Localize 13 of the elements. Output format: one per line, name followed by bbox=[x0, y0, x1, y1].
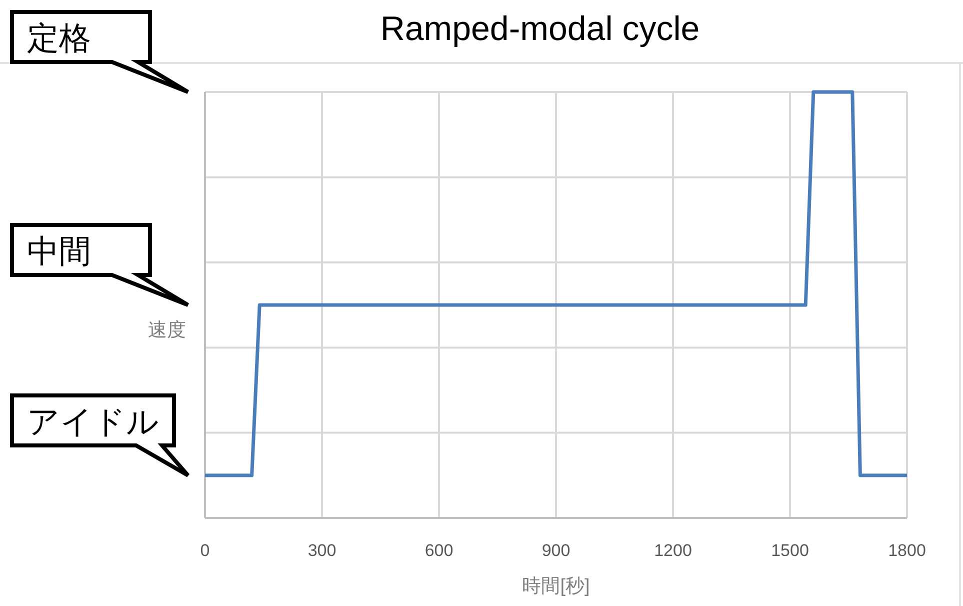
x-tick-label: 300 bbox=[308, 541, 336, 560]
y-axis-title: 速度 bbox=[148, 319, 186, 341]
x-tick-label: 0 bbox=[200, 541, 210, 560]
callout: 定格 bbox=[10, 10, 190, 94]
x-tick-label: 900 bbox=[542, 541, 570, 560]
callout: 中間 bbox=[10, 223, 190, 307]
x-tick-label: 1500 bbox=[771, 541, 809, 560]
x-tick-label: 1800 bbox=[888, 541, 926, 560]
chart-title: Ramped-modal cycle bbox=[380, 10, 700, 48]
x-tick-label: 1200 bbox=[654, 541, 692, 560]
x-tick-label: 600 bbox=[424, 541, 454, 560]
x-axis-title: 時間[秒] bbox=[522, 576, 590, 597]
callout: アイドル bbox=[10, 393, 190, 478]
